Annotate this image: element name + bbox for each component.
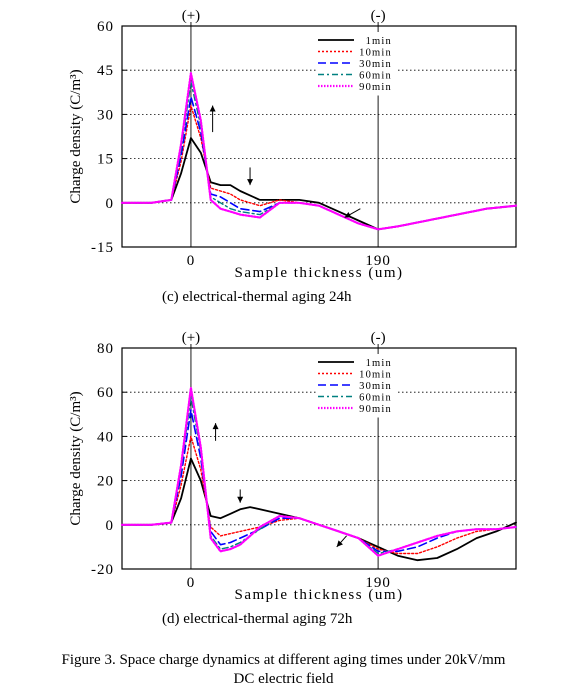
trend-arrowhead <box>247 179 254 186</box>
legend-box <box>316 32 396 96</box>
legend-label: 10min <box>359 48 392 59</box>
legend-label: 60min <box>359 71 392 82</box>
legend-label: 90min <box>359 404 392 415</box>
y-axis-label: Charge density (C/m³) <box>68 69 84 203</box>
x-axis-label: Sample thickness (um) <box>235 587 404 603</box>
series-line-90min <box>120 72 518 231</box>
electrode-label: (+) <box>182 330 200 346</box>
y-tick-label: 45 <box>97 63 114 79</box>
legend-label: 60min <box>359 393 392 404</box>
series-line-10min <box>121 435 517 555</box>
figure-caption-line2: DC electric field <box>233 671 334 687</box>
trend-arrowhead <box>209 105 216 112</box>
y-tick-label: 30 <box>97 107 114 123</box>
plot-frame <box>121 347 517 570</box>
series-line-1min <box>121 457 517 562</box>
series-line-30min <box>121 409 517 553</box>
subplot-caption: (d) electrical-thermal aging 72h <box>162 611 353 627</box>
y-tick-label: -20 <box>91 562 114 578</box>
electrode-label: (-) <box>371 330 386 346</box>
legend-label: 30min <box>359 381 392 392</box>
legend-label: 30min <box>359 59 392 70</box>
y-axis-label: Charge density (C/m³) <box>68 391 84 525</box>
x-tick-label: 190 <box>365 253 391 269</box>
y-tick-label: 60 <box>97 19 114 35</box>
y-tick-label: 60 <box>97 385 114 401</box>
series-line-60min <box>121 81 517 230</box>
y-tick-label: 80 <box>97 341 114 357</box>
y-tick-label: 20 <box>97 474 114 490</box>
trend-arrowhead <box>336 540 343 547</box>
subplot-caption: (c) electrical-thermal aging 24h <box>162 289 352 305</box>
electrode-label: (-) <box>371 8 386 24</box>
x-tick-label: 0 <box>187 253 196 269</box>
legend-label: 90min <box>359 82 392 93</box>
trend-arrowhead <box>212 423 219 430</box>
y-tick-label: 40 <box>97 429 114 445</box>
y-tick-label: 0 <box>106 196 115 212</box>
series-line-10min <box>121 104 517 230</box>
x-tick-label: 190 <box>365 575 391 591</box>
legend-label: 10min <box>359 370 392 381</box>
figure-caption-line1: Figure 3. Space charge dynamics at diffe… <box>61 652 506 668</box>
y-tick-label: 15 <box>97 152 114 168</box>
x-axis-label: Sample thickness (um) <box>235 265 404 281</box>
series-line-90min <box>120 386 518 557</box>
y-tick-label: 0 <box>106 518 115 534</box>
series-line-30min <box>121 95 517 231</box>
plot-frame <box>121 25 517 248</box>
legend-label: 1min <box>366 358 392 369</box>
electrode-label: (+) <box>182 8 200 24</box>
trend-arrowhead <box>237 496 244 503</box>
trend-arrowhead <box>344 211 352 218</box>
legend-label: 1min <box>366 36 392 47</box>
legend-box <box>316 354 396 418</box>
y-tick-label: -15 <box>91 240 114 256</box>
x-tick-label: 0 <box>187 575 196 591</box>
